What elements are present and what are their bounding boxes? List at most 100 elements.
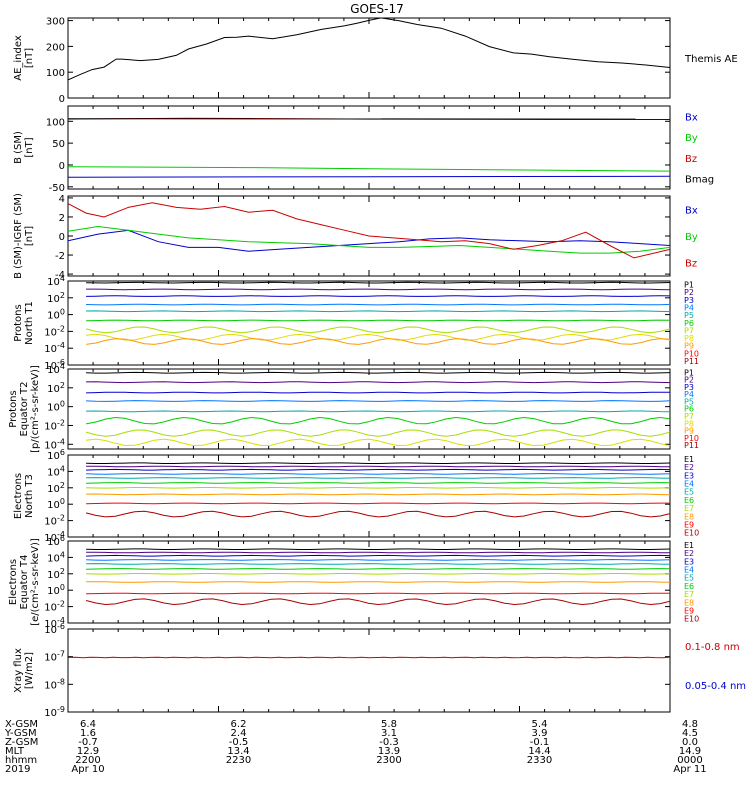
y-axis-label: Equator T2 bbox=[19, 382, 30, 437]
channel-line-e8 bbox=[86, 493, 670, 496]
y-tick-label: 10-2 bbox=[44, 418, 65, 432]
legend-p3: P3 bbox=[684, 296, 694, 305]
y-tick-label: 10-6 bbox=[44, 358, 65, 372]
y-tick-label: 100 bbox=[47, 400, 65, 414]
legend-p11: P11 bbox=[684, 357, 699, 366]
legend-p10: P10 bbox=[684, 434, 699, 443]
legend-e9: E9 bbox=[684, 607, 694, 616]
y-axis-label: [e/(cm²-s-sr-keV)] bbox=[30, 538, 41, 626]
channel-line-p2 bbox=[86, 381, 670, 384]
channel-line-e8 bbox=[86, 581, 670, 583]
channel-line-e10 bbox=[85, 598, 670, 606]
legend-p5: P5 bbox=[684, 311, 694, 320]
y-tick-label: 0 bbox=[59, 232, 65, 243]
y-axis-label: North T1 bbox=[24, 301, 35, 345]
legend-e5: E5 bbox=[684, 488, 694, 497]
legend-e6: E6 bbox=[684, 582, 694, 591]
y-tick-label: 10-7 bbox=[44, 650, 65, 664]
panel-data bbox=[85, 462, 670, 518]
channel-line-p7 bbox=[85, 326, 670, 334]
channel-line-e7 bbox=[86, 573, 670, 575]
series-line-by bbox=[68, 166, 670, 172]
legend-p3: P3 bbox=[684, 383, 694, 392]
channel-line-e3 bbox=[86, 554, 670, 557]
legend-themis-ae: Themis AE bbox=[684, 54, 738, 65]
x-tick-value: 4.8 bbox=[682, 719, 698, 730]
y-tick-label: 100 bbox=[46, 117, 65, 128]
legend-e2: E2 bbox=[684, 463, 694, 472]
legend-p10: P10 bbox=[684, 349, 699, 358]
channel-line-p1 bbox=[86, 371, 670, 374]
channel-line-e1 bbox=[86, 462, 670, 464]
x-tick-value: 0000 bbox=[677, 755, 702, 766]
channel-line-p5 bbox=[86, 410, 670, 413]
panel-electrons_t4: 106 104 102 100 10-2 10-4 Electrons Equator T4[… bbox=[8, 534, 699, 630]
y-tick-label: 102 bbox=[47, 381, 65, 395]
plot-title: GOES-17 bbox=[350, 2, 404, 16]
channel-line-e5 bbox=[86, 563, 670, 565]
y-tick-label: 10-4 bbox=[44, 437, 65, 451]
x-tick-value: 5.8 bbox=[381, 719, 397, 730]
legend-e3: E3 bbox=[684, 557, 694, 566]
panel-frame bbox=[67, 280, 671, 366]
channel-line-e1 bbox=[86, 548, 670, 550]
channel-line-e5 bbox=[86, 477, 670, 479]
y-axis-label: [nT] bbox=[24, 48, 35, 68]
series-line-bx bbox=[68, 175, 670, 178]
legend-p2: P2 bbox=[684, 376, 694, 385]
channel-line-p3 bbox=[86, 391, 670, 394]
legend-p4: P4 bbox=[684, 303, 694, 312]
y-tick-label: 104 bbox=[47, 550, 65, 564]
legend-p4: P4 bbox=[684, 390, 694, 399]
channel-line-p7 bbox=[85, 429, 670, 437]
x-tick-value: -0.3 bbox=[379, 737, 399, 748]
x-tick-value: 2200 bbox=[75, 755, 100, 766]
y-tick-label: 0 bbox=[59, 161, 65, 172]
y-tick-label: 10-4 bbox=[44, 341, 65, 355]
legend-e2: E2 bbox=[684, 549, 694, 558]
channel-line-p6 bbox=[86, 416, 670, 425]
y-tick-label: 102 bbox=[47, 481, 65, 495]
series-line-themis-ae bbox=[68, 18, 670, 81]
y-tick-label: 104 bbox=[47, 362, 65, 376]
legend-p9: P9 bbox=[684, 427, 694, 436]
x-row-label: MLT bbox=[5, 746, 25, 757]
y-tick-label: -50 bbox=[49, 183, 65, 194]
x-row-label: X-GSM bbox=[5, 719, 38, 730]
x-tick-value: Apr 10 bbox=[71, 764, 104, 775]
x-row-label: 2019 bbox=[5, 764, 30, 775]
legend-by: By bbox=[685, 232, 698, 243]
y-tick-label: 10-4 bbox=[44, 530, 65, 544]
y-axis-label: [W/m2] bbox=[24, 652, 35, 689]
x-tick-value: 2.4 bbox=[231, 728, 247, 739]
y-axis-label: [nT] bbox=[24, 226, 35, 246]
panel-xray: 10-6 10-7 10-8 10-9 Xray flux [W/m2] 0.1-0.8 n… bbox=[13, 622, 746, 719]
legend-p2: P2 bbox=[684, 288, 694, 297]
x-tick-value: 2330 bbox=[527, 755, 552, 766]
x-tick-value: 3.9 bbox=[532, 728, 548, 739]
channel-line-p4 bbox=[86, 400, 670, 402]
y-tick-label: 100 bbox=[47, 583, 65, 597]
x-tick-value: 14.4 bbox=[528, 746, 550, 757]
channel-line-p3 bbox=[86, 295, 670, 297]
legend-bz: Bz bbox=[685, 259, 697, 270]
legend-p6: P6 bbox=[684, 405, 694, 414]
legend-e4: E4 bbox=[684, 566, 694, 575]
legend-e10: E10 bbox=[684, 615, 699, 624]
legend-p7: P7 bbox=[684, 326, 694, 335]
channel-line-e7 bbox=[86, 487, 670, 489]
x-tick-value: -0.7 bbox=[78, 737, 98, 748]
y-tick-label: 106 bbox=[47, 448, 65, 462]
panel-frame bbox=[67, 17, 671, 99]
legend-bmag: Bmag bbox=[685, 175, 714, 186]
series-line-bx bbox=[68, 229, 670, 252]
y-axis-label: Equator T4 bbox=[19, 555, 30, 610]
series-line-bz bbox=[68, 202, 670, 259]
panel-protons_t2: 104 102 100 10-2 10-4 Protons Equator T2 [p/(cm… bbox=[8, 362, 699, 453]
legend-e8: E8 bbox=[684, 598, 694, 607]
y-axis-label: Protons bbox=[13, 304, 24, 341]
channel-line-e3 bbox=[86, 468, 670, 471]
x-tick-value: -0.1 bbox=[530, 737, 550, 748]
